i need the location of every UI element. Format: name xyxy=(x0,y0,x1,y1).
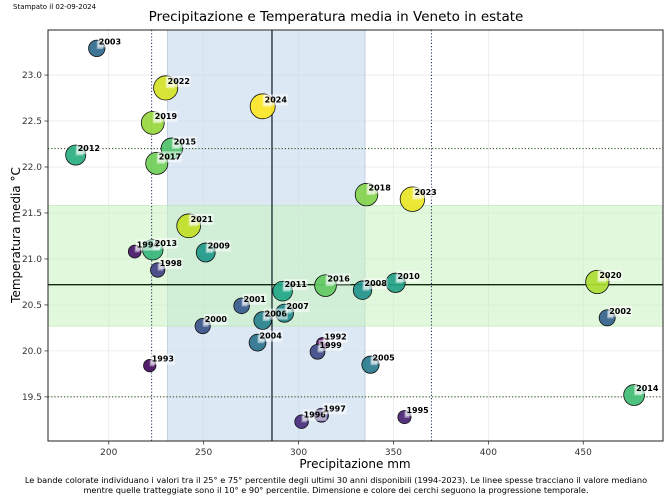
point-label-2005: 2005 xyxy=(372,354,395,363)
label-background xyxy=(413,187,438,199)
x-tick-label: 200 xyxy=(100,448,117,458)
point-label-1997: 1997 xyxy=(324,404,346,413)
y-tick-label: 21.0 xyxy=(22,255,42,265)
y-tick-label: 19.5 xyxy=(22,393,42,403)
point-label-1996: 1996 xyxy=(304,411,327,420)
label-background xyxy=(166,75,191,87)
x-tick-label: 450 xyxy=(575,448,592,458)
x-axis-label: Precipitazione mm xyxy=(299,457,410,471)
point-label-2012: 2012 xyxy=(78,144,100,153)
point-label-2002: 2002 xyxy=(609,307,631,316)
y-tick-label: 20.0 xyxy=(22,347,42,357)
point-label-2017: 2017 xyxy=(159,152,181,161)
label-background xyxy=(363,278,388,290)
point-label-2022: 2022 xyxy=(168,77,190,86)
chart-title: Precipitazione e Temperatura media in Ve… xyxy=(149,9,524,25)
label-background xyxy=(367,182,392,194)
label-background xyxy=(263,94,288,106)
point-label-2008: 2008 xyxy=(365,279,388,288)
temp-iqr-band xyxy=(47,205,664,327)
label-background xyxy=(322,403,347,415)
label-background xyxy=(153,110,178,122)
label-background xyxy=(326,273,351,285)
label-background xyxy=(318,339,343,351)
x-tick-label: 400 xyxy=(480,448,497,458)
x-tick-label: 350 xyxy=(385,448,402,458)
point-label-1998: 1998 xyxy=(160,259,183,268)
label-background xyxy=(157,151,182,163)
x-tick-label: 250 xyxy=(195,448,212,458)
plot-area: 1992199319941995199619971998199920002001… xyxy=(22,29,664,458)
label-background xyxy=(302,409,327,421)
point-label-2020: 2020 xyxy=(599,271,622,280)
label-background xyxy=(158,257,183,269)
label-background xyxy=(189,213,214,225)
label-background xyxy=(258,330,283,342)
y-tick-label: 21.5 xyxy=(22,209,42,219)
label-background xyxy=(76,143,101,155)
point-label-2018: 2018 xyxy=(369,184,392,193)
y-tick-label: 22.5 xyxy=(22,117,42,127)
point-label-2001: 2001 xyxy=(244,295,267,304)
point-label-2013: 2013 xyxy=(155,239,177,248)
chart-caption: Le bande colorate individuano i valori t… xyxy=(0,475,672,495)
caption-line-2: mentre quelle tratteggiate sono il 10° e… xyxy=(83,485,589,495)
point-label-2016: 2016 xyxy=(328,275,351,284)
x-tick-label: 300 xyxy=(290,448,307,458)
label-background xyxy=(396,270,421,282)
plot-frame xyxy=(47,29,664,442)
point-label-1992: 1992 xyxy=(324,333,346,342)
label-background xyxy=(263,308,288,320)
label-background xyxy=(371,352,396,364)
label-background xyxy=(285,301,310,313)
point-label-2007: 2007 xyxy=(287,302,309,311)
label-background xyxy=(405,405,430,417)
label-background xyxy=(153,237,178,249)
point-label-2000: 2000 xyxy=(205,315,228,324)
label-background xyxy=(608,305,633,317)
point-label-2006: 2006 xyxy=(265,310,288,319)
point-label-1993: 1993 xyxy=(152,355,174,364)
label-background xyxy=(635,383,660,395)
label-background xyxy=(598,269,623,281)
label-background xyxy=(203,314,228,326)
point-label-2014: 2014 xyxy=(636,384,659,393)
point-label-2015: 2015 xyxy=(174,138,197,147)
label-background xyxy=(135,239,160,251)
point-label-1995: 1995 xyxy=(406,406,429,415)
label-background xyxy=(206,240,231,252)
point-label-1999: 1999 xyxy=(320,341,343,350)
point-label-1994: 1994 xyxy=(137,241,160,250)
point-label-2024: 2024 xyxy=(265,95,288,104)
label-background xyxy=(172,136,197,148)
label-background xyxy=(242,293,267,305)
y-tick-label: 20.5 xyxy=(22,301,42,311)
point-label-2011: 2011 xyxy=(285,280,308,289)
point-label-2004: 2004 xyxy=(260,332,283,341)
label-background xyxy=(323,331,348,343)
caption-line-1: Le bande colorate individuano i valori t… xyxy=(24,475,648,485)
print-date-stamp: Stampato il 02-09-2024 xyxy=(13,3,97,11)
y-axis-label: Temperatura media °C xyxy=(9,167,23,304)
point-label-2003: 2003 xyxy=(99,37,121,46)
y-tick-label: 22.0 xyxy=(22,163,42,173)
point-label-2009: 2009 xyxy=(208,242,231,251)
label-background xyxy=(150,353,175,365)
point-label-2021: 2021 xyxy=(191,215,214,224)
y-tick-label: 23.0 xyxy=(22,71,42,81)
point-label-2010: 2010 xyxy=(398,272,421,281)
label-background xyxy=(97,36,122,48)
point-label-2019: 2019 xyxy=(155,112,178,121)
point-label-2023: 2023 xyxy=(414,188,436,197)
label-background xyxy=(283,279,308,291)
